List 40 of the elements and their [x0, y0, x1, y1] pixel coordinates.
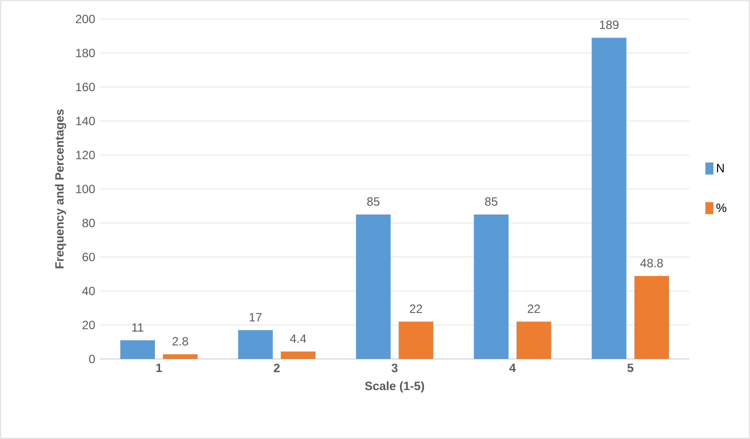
y-tick-label: 80 — [82, 218, 95, 228]
data-label: 22 — [528, 304, 540, 313]
y-tick-label: 100 — [76, 184, 95, 194]
data-label: 11 — [132, 323, 144, 332]
legend-label: % — [716, 204, 726, 212]
bar — [356, 214, 391, 359]
y-axis-title: Frequency and Percentages — [54, 109, 66, 268]
data-label: 4.4 — [290, 334, 306, 343]
bar — [474, 214, 509, 359]
bar — [398, 322, 434, 359]
data-label: 22 — [410, 304, 422, 313]
data-label: 85 — [485, 197, 498, 206]
y-tick-label: 20 — [82, 320, 95, 330]
x-axis-title: Scale (1-5) — [365, 381, 424, 393]
data-label: 189 — [600, 20, 618, 29]
x-tick-label: 4 — [509, 364, 516, 372]
y-tick-label: 180 — [76, 48, 95, 58]
bar — [238, 330, 273, 359]
y-tick-label: 40 — [82, 286, 95, 296]
data-label: 48.8 — [640, 258, 663, 268]
y-tick-label: 140 — [76, 116, 95, 126]
bar — [280, 352, 316, 359]
data-label: 17 — [250, 313, 262, 322]
data-label: 2.8 — [172, 337, 188, 346]
y-tick-label: 60 — [82, 252, 95, 262]
x-tick-label: 1 — [156, 364, 162, 372]
x-tick-label: 2 — [274, 364, 280, 372]
bar — [516, 322, 552, 359]
data-label: 85 — [367, 197, 380, 206]
bar — [162, 354, 198, 359]
x-tick-label: 5 — [627, 364, 634, 372]
bar — [120, 340, 155, 359]
legend-label: N — [717, 164, 724, 172]
bar — [634, 276, 670, 359]
y-tick-label: 160 — [76, 82, 95, 92]
y-tick-label: 200 — [76, 14, 95, 24]
bar — [592, 38, 626, 359]
x-tick-label: 3 — [392, 364, 398, 372]
y-tick-label: 0 — [89, 354, 95, 364]
y-tick-label: 120 — [76, 150, 95, 160]
